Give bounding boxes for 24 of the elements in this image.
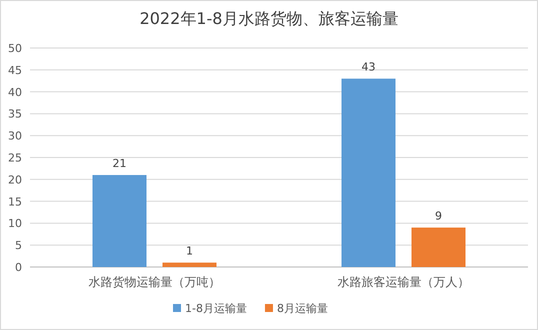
y-tick-label: 50 — [8, 42, 22, 55]
y-tick-label: 25 — [8, 152, 22, 164]
legend-label: 8月运输量 — [276, 302, 328, 315]
legend-label: 1-8月运输量 — [185, 302, 247, 315]
y-tick-label: 0 — [15, 261, 22, 274]
y-tick-label: 40 — [8, 86, 22, 99]
bar — [412, 228, 466, 267]
y-tick-label: 10 — [8, 217, 22, 230]
y-tick-label: 5 — [15, 239, 22, 252]
data-label: 1 — [186, 244, 193, 258]
x-tick-label: 水路货物运输量（万吨） — [88, 275, 220, 289]
bar — [162, 262, 216, 267]
y-tick-label: 20 — [8, 173, 22, 186]
data-label: 9 — [435, 210, 442, 223]
y-tick-label: 35 — [8, 108, 22, 121]
bar — [92, 175, 146, 267]
x-tick-label: 水路旅客运输量（万人） — [338, 275, 470, 289]
data-label: 43 — [362, 60, 376, 74]
y-tick-label: 30 — [8, 130, 22, 143]
bar — [342, 78, 396, 267]
chart-title: 2022年1-8月水路货物、旅客运输量 — [140, 9, 398, 28]
y-tick-label: 45 — [8, 64, 22, 77]
y-tick-label: 15 — [8, 195, 22, 208]
data-label: 21 — [112, 157, 126, 170]
